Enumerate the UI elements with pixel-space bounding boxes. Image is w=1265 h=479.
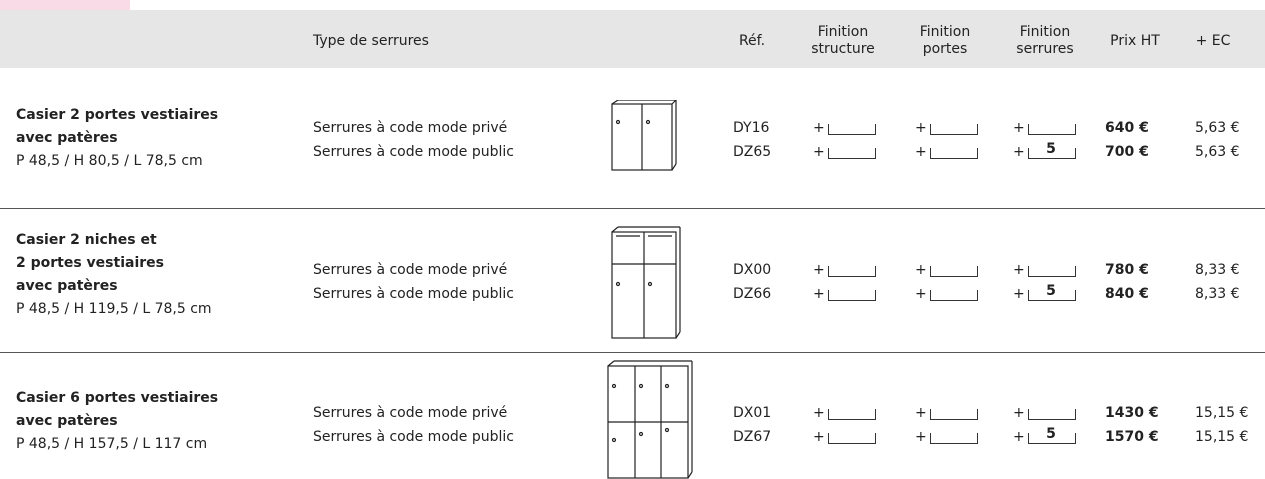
header-band bbox=[0, 10, 1265, 68]
header-ref: Réf. bbox=[738, 33, 766, 49]
dimensions: P 48,5 / H 119,5 / L 78,5 cm bbox=[16, 301, 212, 317]
finish-prefix: + bbox=[813, 429, 825, 445]
finish-prefix: + bbox=[915, 429, 927, 445]
finish-code: 5 bbox=[1046, 141, 1056, 157]
product-name: Casier 6 portes vestiaires bbox=[16, 390, 219, 406]
finish-box bbox=[930, 266, 978, 277]
reference: DZ65 bbox=[733, 144, 772, 160]
finish-box bbox=[1028, 148, 1076, 159]
eco-contribution: 5,63 € bbox=[1195, 120, 1240, 136]
separator bbox=[0, 208, 1265, 209]
finish-prefix: + bbox=[813, 405, 825, 421]
header-finition: portes bbox=[922, 41, 968, 57]
price: 700 € bbox=[1105, 144, 1149, 160]
finish-code: 5 bbox=[1046, 283, 1056, 299]
cabinet-image bbox=[611, 100, 677, 171]
header-finition: structure bbox=[811, 41, 875, 57]
reference: DZ66 bbox=[733, 286, 772, 302]
finish-box bbox=[1028, 409, 1076, 420]
finish-box bbox=[930, 290, 978, 301]
dimensions: P 48,5 / H 80,5 / L 78,5 cm bbox=[16, 153, 203, 169]
finish-prefix: + bbox=[915, 120, 927, 136]
eco-contribution: 8,33 € bbox=[1195, 262, 1240, 278]
lock-type: Serrures à code mode public bbox=[313, 429, 514, 445]
finish-box bbox=[828, 266, 876, 277]
dimensions: P 48,5 / H 157,5 / L 117 cm bbox=[16, 436, 208, 452]
lock-type: Serrures à code mode privé bbox=[313, 405, 508, 421]
finish-prefix: + bbox=[1013, 429, 1025, 445]
reference: DY16 bbox=[733, 120, 770, 136]
product-name: avec patères bbox=[16, 278, 118, 294]
finish-box bbox=[930, 124, 978, 135]
finish-prefix: + bbox=[1013, 405, 1025, 421]
finish-prefix: + bbox=[1013, 262, 1025, 278]
product-name: avec patères bbox=[16, 413, 118, 429]
finish-box bbox=[828, 433, 876, 444]
reference: DZ67 bbox=[733, 429, 772, 445]
price: 840 € bbox=[1105, 286, 1149, 302]
lock-type: Serrures à code mode public bbox=[313, 286, 514, 302]
price: 640 € bbox=[1105, 120, 1149, 136]
finish-box bbox=[930, 433, 978, 444]
finish-prefix: + bbox=[813, 286, 825, 302]
finish-box bbox=[828, 290, 876, 301]
lock-type: Serrures à code mode privé bbox=[313, 262, 508, 278]
product-name: Casier 2 niches et bbox=[16, 232, 157, 248]
finish-prefix: + bbox=[915, 262, 927, 278]
cabinet-image bbox=[607, 360, 693, 479]
finish-box bbox=[1028, 433, 1076, 444]
eco-contribution: 8,33 € bbox=[1195, 286, 1240, 302]
finish-code: 5 bbox=[1046, 426, 1056, 442]
separator bbox=[0, 352, 1265, 353]
cabinet-image bbox=[611, 226, 681, 339]
price: 1570 € bbox=[1105, 429, 1159, 445]
eco-contribution: 15,15 € bbox=[1195, 429, 1249, 445]
finish-box bbox=[828, 124, 876, 135]
lock-type: Serrures à code mode public bbox=[313, 144, 514, 160]
header-finition: Finition bbox=[919, 24, 971, 40]
finish-prefix: + bbox=[1013, 286, 1025, 302]
finish-box bbox=[1028, 124, 1076, 135]
eco-contribution: 5,63 € bbox=[1195, 144, 1240, 160]
finish-box bbox=[1028, 266, 1076, 277]
finish-prefix: + bbox=[813, 120, 825, 136]
header-price: Prix HT bbox=[1110, 33, 1160, 49]
finish-prefix: + bbox=[813, 144, 825, 160]
finish-prefix: + bbox=[915, 144, 927, 160]
header-type: Type de serrures bbox=[313, 33, 429, 49]
finish-box bbox=[930, 148, 978, 159]
finish-prefix: + bbox=[915, 405, 927, 421]
header-ec: + EC bbox=[1195, 33, 1231, 49]
finish-box bbox=[828, 409, 876, 420]
finish-box bbox=[828, 148, 876, 159]
header-finition: serrures bbox=[1016, 41, 1074, 57]
lock-type: Serrures à code mode privé bbox=[313, 120, 508, 136]
finish-box bbox=[930, 409, 978, 420]
header-finition: Finition bbox=[1019, 24, 1071, 40]
reference: DX00 bbox=[733, 262, 772, 278]
header-finition: Finition bbox=[817, 24, 869, 40]
finish-box bbox=[1028, 290, 1076, 301]
product-name: Casier 2 portes vestiaires bbox=[16, 107, 219, 123]
finish-prefix: + bbox=[813, 262, 825, 278]
product-name: 2 portes vestiaires bbox=[16, 255, 164, 271]
finish-prefix: + bbox=[1013, 120, 1025, 136]
tag bbox=[0, 0, 130, 10]
price: 780 € bbox=[1105, 262, 1149, 278]
price: 1430 € bbox=[1105, 405, 1159, 421]
product-name: avec patères bbox=[16, 130, 118, 146]
finish-prefix: + bbox=[1013, 144, 1025, 160]
finish-prefix: + bbox=[915, 286, 927, 302]
reference: DX01 bbox=[733, 405, 772, 421]
eco-contribution: 15,15 € bbox=[1195, 405, 1249, 421]
